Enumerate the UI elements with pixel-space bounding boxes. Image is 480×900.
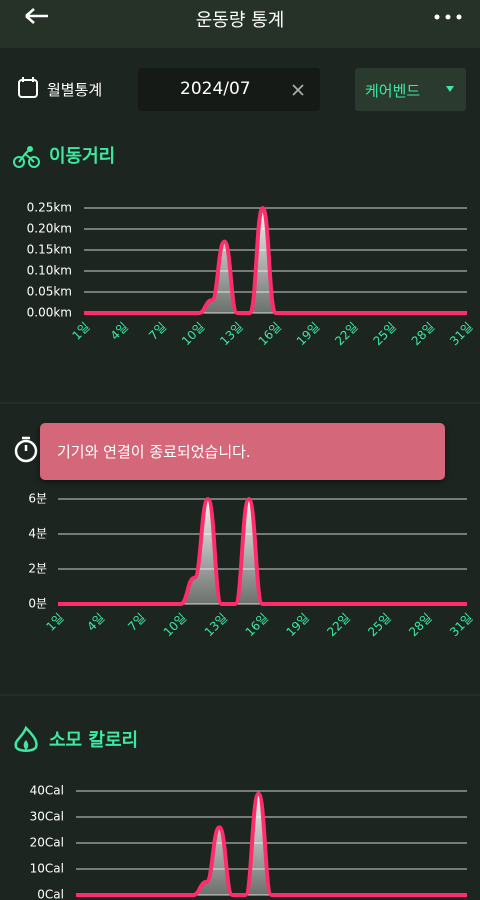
bike-icon	[13, 146, 40, 168]
chart-title: 소모 칼로리	[49, 730, 138, 751]
y-tick-label: 0.20km	[27, 222, 72, 236]
x-tick-label: 13일	[217, 320, 246, 349]
x-tick-label: 19일	[294, 320, 323, 349]
x-tick-label: 7일	[125, 611, 148, 634]
x-tick-label: 1일	[69, 320, 92, 343]
calendar-icon	[18, 77, 38, 98]
date-value: 2024/07	[180, 79, 251, 99]
x-tick-label: 1일	[43, 611, 66, 634]
x-tick-label: 28일	[409, 320, 438, 349]
y-tick-label: 30Cal	[30, 810, 64, 824]
y-tick-label: 0.05km	[27, 285, 72, 299]
y-tick-label: 0.25km	[27, 201, 72, 215]
x-tick-label: 25일	[370, 320, 399, 349]
more-button[interactable]	[434, 14, 462, 20]
x-tick-label: 16일	[243, 611, 272, 640]
device-name: 케어벤드	[365, 82, 421, 100]
y-tick-label: 0분	[28, 597, 47, 611]
y-tick-label: 6분	[28, 492, 47, 506]
device-select[interactable]: 케어벤드	[355, 68, 466, 111]
back-button[interactable]	[25, 8, 48, 24]
toast: 기기와 연결이 종료되었습니다.	[40, 423, 445, 480]
x-tick-label: 19일	[283, 611, 312, 640]
x-tick-label: 28일	[406, 611, 435, 640]
line	[84, 206, 467, 315]
x-tick-label: 22일	[332, 320, 361, 349]
app-bar-icons	[25, 8, 462, 24]
x-tick-label: 31일	[447, 611, 476, 640]
y-tick-label: 40Cal	[30, 784, 64, 798]
date-field[interactable]: 2024/07	[138, 68, 320, 111]
flame-icon	[14, 725, 38, 752]
chart-title: 이동거리	[49, 146, 115, 167]
y-tick-label: 0.10km	[27, 264, 72, 278]
line	[58, 497, 467, 606]
y-tick-label: 4분	[28, 527, 47, 541]
stopwatch-icon	[14, 436, 38, 463]
toast-text: 기기와 연결이 종료되었습니다.	[57, 443, 251, 461]
dropdown-arrow	[446, 86, 454, 92]
y-tick-label: 10Cal	[30, 862, 64, 876]
y-tick-label: 2분	[28, 562, 47, 576]
date-clear[interactable]	[292, 84, 304, 96]
x-tick-label: 4일	[84, 611, 107, 634]
y-tick-label: 0.15km	[27, 243, 72, 257]
y-tick-label: 0.00km	[27, 306, 72, 320]
x-tick-label: 25일	[365, 611, 394, 640]
y-tick-label: 0Cal	[37, 888, 64, 900]
period-label: 월별통계	[47, 81, 103, 99]
area	[76, 793, 467, 895]
area	[58, 499, 467, 604]
area	[84, 208, 467, 313]
x-tick-label: 13일	[202, 611, 231, 640]
x-tick-label: 22일	[324, 611, 353, 640]
line	[76, 791, 467, 897]
flame-inner	[23, 740, 29, 750]
x-tick-label: 10일	[161, 611, 190, 640]
x-tick-label: 10일	[179, 320, 208, 349]
x-tick-label: 4일	[108, 320, 131, 343]
page-title: 운동량 통계	[195, 10, 285, 31]
x-tick-label: 16일	[256, 320, 285, 349]
x-tick-label: 7일	[146, 320, 169, 343]
x-tick-label: 31일	[447, 320, 476, 349]
y-tick-label: 20Cal	[30, 836, 64, 850]
app-bar: 운동량 통계	[0, 0, 480, 48]
